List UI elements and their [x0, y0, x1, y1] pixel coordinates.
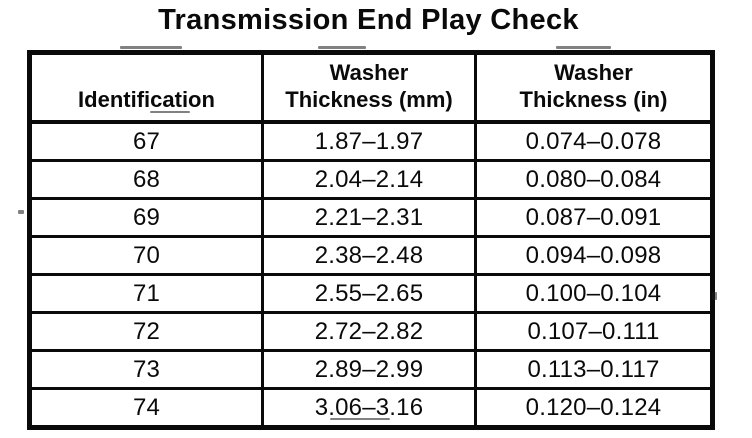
- table-row: 70 2.38–2.48 0.094–0.098: [28, 235, 714, 276]
- cell-thickness-in: 0.094–0.098: [474, 235, 714, 276]
- table-row: 71 2.55–2.65 0.100–0.104: [28, 273, 714, 314]
- page-title: Transmission End Play Check: [158, 4, 579, 36]
- cell-identification: 70: [28, 235, 264, 276]
- table-row: 67 1.87–1.97 0.074–0.078: [28, 120, 714, 162]
- scan-artifact: [556, 46, 611, 49]
- cell-thickness-in: 0.120–0.124: [474, 387, 714, 429]
- table-row: 72 2.72–2.82 0.107–0.111: [28, 311, 714, 352]
- cell-identification: 71: [28, 273, 264, 314]
- table-row: 73 2.89–2.99 0.113–0.117: [28, 349, 714, 390]
- scan-artifact: [120, 46, 182, 49]
- cell-thickness-mm: 1.87–1.97: [261, 120, 477, 162]
- header-washer-thickness-mm: Washer Thickness (mm): [261, 51, 477, 124]
- cell-identification: 68: [28, 159, 264, 200]
- cell-thickness-in: 0.107–0.111: [474, 311, 714, 352]
- table-header-row: Identification Washer Thickness (mm) Was…: [28, 51, 714, 124]
- cell-thickness-in: 0.113–0.117: [474, 349, 714, 390]
- scan-artifact: [330, 418, 390, 420]
- table-row: 69 2.21–2.31 0.087–0.091: [28, 197, 714, 238]
- cell-thickness-mm: 2.04–2.14: [261, 159, 477, 200]
- cell-thickness-mm: 2.55–2.65: [261, 273, 477, 314]
- header-washer-thickness-in: Washer Thickness (in): [474, 51, 714, 124]
- cell-identification: 69: [28, 197, 264, 238]
- scan-artifact: [18, 210, 24, 214]
- scan-artifact: [150, 111, 190, 113]
- cell-identification: 74: [28, 387, 264, 429]
- cell-thickness-in: 0.100–0.104: [474, 273, 714, 314]
- cell-identification: 73: [28, 349, 264, 390]
- table-row: 68 2.04–2.14 0.080–0.084: [28, 159, 714, 200]
- cell-thickness-mm: 2.38–2.48: [261, 235, 477, 276]
- cell-thickness-mm: 2.72–2.82: [261, 311, 477, 352]
- table-row: 74 3.06–3.16 0.120–0.124: [28, 387, 714, 429]
- cell-thickness-mm: 3.06–3.16: [261, 387, 477, 429]
- cell-thickness-in: 0.080–0.084: [474, 159, 714, 200]
- cell-thickness-mm: 2.21–2.31: [261, 197, 477, 238]
- cell-identification: 67: [28, 120, 264, 162]
- header-identification: Identification: [28, 51, 264, 124]
- scan-artifact: [712, 292, 717, 300]
- end-play-spec-table: Identification Washer Thickness (mm) Was…: [27, 50, 715, 430]
- cell-thickness-mm: 2.89–2.99: [261, 349, 477, 390]
- cell-thickness-in: 0.074–0.078: [474, 120, 714, 162]
- cell-thickness-in: 0.087–0.091: [474, 197, 714, 238]
- cell-identification: 72: [28, 311, 264, 352]
- scan-artifact: [318, 46, 366, 49]
